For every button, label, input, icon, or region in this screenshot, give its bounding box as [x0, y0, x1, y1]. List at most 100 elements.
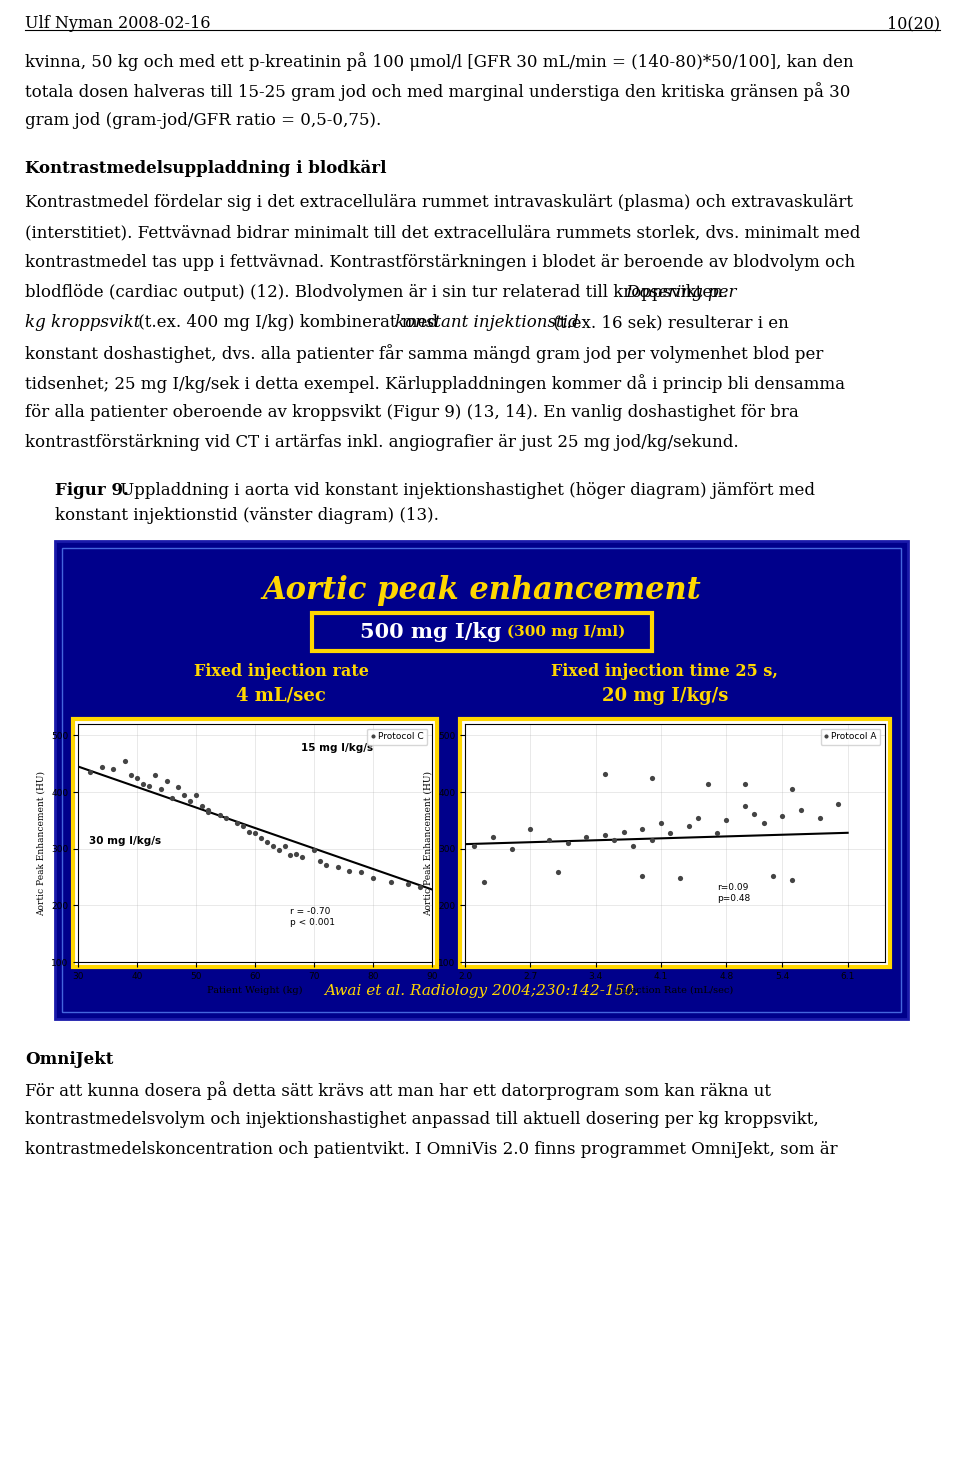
Point — [467, 834, 482, 857]
FancyBboxPatch shape — [460, 718, 890, 967]
Point — [616, 819, 632, 843]
Point — [218, 806, 233, 830]
Point — [200, 799, 215, 822]
Point — [784, 777, 800, 800]
Point — [812, 806, 828, 830]
Point — [709, 821, 725, 844]
X-axis label: Patient Weight (kg): Patient Weight (kg) — [207, 986, 302, 995]
Text: tidsenhet; 25 mg I/kg/sek i detta exempel. Kärluppladdningen kommer då i princip: tidsenhet; 25 mg I/kg/sek i detta exempe… — [25, 375, 845, 394]
Point — [248, 821, 263, 844]
Text: (interstitiet). Fettvävnad bidrar minimalt till det extracellulära rummets storl: (interstitiet). Fettvävnad bidrar minima… — [25, 224, 860, 241]
Point — [158, 770, 174, 793]
Text: kontrastförstärkning vid CT i artärfas inkl. angiografier är just 25 mg jod/kg/s: kontrastförstärkning vid CT i artärfas i… — [25, 435, 738, 451]
Point — [353, 860, 369, 884]
Legend: Protocol C: Protocol C — [368, 729, 427, 745]
Point — [289, 843, 304, 866]
Point — [235, 815, 251, 838]
Text: 500 mg I/kg: 500 mg I/kg — [360, 622, 501, 642]
Point — [504, 837, 519, 860]
Text: r = -0.70
p < 0.001: r = -0.70 p < 0.001 — [290, 907, 335, 926]
Point — [756, 812, 771, 835]
Point — [130, 767, 145, 790]
Text: Ulf Nyman 2008-02-16: Ulf Nyman 2008-02-16 — [25, 15, 210, 32]
Text: kontrastmedel tas upp i fettvävnad. Kontrastförstärkningen i blodet är beroende : kontrastmedel tas upp i fettvävnad. Kont… — [25, 255, 855, 271]
Point — [312, 850, 327, 873]
Point — [662, 821, 678, 844]
Point — [283, 844, 299, 868]
Point — [182, 789, 198, 812]
Point — [229, 812, 245, 835]
Point — [241, 819, 256, 843]
Text: Uppladdning i aorta vid konstant injektionshastighet (höger diagram) jämfört med: Uppladdning i aorta vid konstant injekti… — [115, 481, 815, 499]
Point — [276, 834, 292, 857]
Point — [106, 758, 121, 781]
Point — [200, 800, 215, 824]
Point — [700, 772, 715, 796]
Text: Awai et al. Radiology 2004;230:142-150.: Awai et al. Radiology 2004;230:142-150. — [324, 985, 639, 998]
Point — [830, 793, 846, 816]
FancyBboxPatch shape — [62, 549, 901, 1012]
Point — [737, 772, 753, 796]
Point — [560, 831, 575, 854]
Text: Fixed injection rate: Fixed injection rate — [194, 663, 369, 680]
Point — [747, 802, 762, 825]
Text: (300 mg I/ml): (300 mg I/ml) — [507, 625, 626, 639]
Text: 15 mg I/kg/s: 15 mg I/kg/s — [301, 743, 373, 753]
Text: 10(20): 10(20) — [887, 15, 940, 32]
Point — [141, 774, 156, 797]
Text: (t.ex. 400 mg I/kg) kombinerat med: (t.ex. 400 mg I/kg) kombinerat med — [133, 315, 444, 331]
Point — [342, 860, 357, 884]
Text: totala dosen halveras till 15-25 gram jod och med marginal understiga den kritis: totala dosen halveras till 15-25 gram jo… — [25, 82, 851, 101]
Point — [165, 786, 180, 809]
Point — [188, 783, 204, 806]
Point — [318, 853, 333, 876]
Point — [124, 764, 139, 787]
Text: OmniJekt: OmniJekt — [25, 1050, 113, 1068]
Point — [476, 870, 492, 894]
Point — [522, 818, 538, 841]
Point — [486, 825, 501, 849]
Point — [597, 822, 612, 846]
Text: blodflöde (cardiac output) (12). Blodvolymen är i sin tur relaterad till kroppsv: blodflöde (cardiac output) (12). Blodvol… — [25, 284, 728, 301]
Text: Figur 9.: Figur 9. — [55, 481, 129, 499]
Point — [330, 854, 346, 878]
Y-axis label: Aortic Peak Enhancement (HU): Aortic Peak Enhancement (HU) — [423, 771, 432, 916]
Text: kg kroppsvikt: kg kroppsvikt — [25, 315, 140, 331]
Text: 20 mg I/kg/s: 20 mg I/kg/s — [602, 688, 728, 705]
Text: konstant injektionstid: konstant injektionstid — [395, 315, 579, 331]
Point — [690, 806, 706, 830]
Text: för alla patienter oberoende av kroppsvikt (Figur 9) (13, 14). En vanlig doshast: för alla patienter oberoende av kroppsvi… — [25, 404, 799, 421]
Point — [635, 865, 650, 888]
Point — [607, 828, 622, 851]
Point — [117, 749, 132, 772]
Point — [579, 825, 594, 849]
Point — [83, 761, 98, 784]
Point — [135, 772, 151, 796]
Text: 30 mg I/kg/s: 30 mg I/kg/s — [88, 835, 160, 846]
Text: kvinna, 50 kg och med ett p-kreatinin på 100 μmol/l [GFR 30 mL/min = (140-80)*50: kvinna, 50 kg och med ett p-kreatinin på… — [25, 53, 853, 70]
Text: Aortic peak enhancement: Aortic peak enhancement — [262, 575, 701, 607]
Text: konstant doshastighet, dvs. alla patienter får samma mängd gram jod per volymenh: konstant doshastighet, dvs. alla patient… — [25, 344, 824, 363]
Point — [383, 870, 398, 894]
Point — [153, 777, 168, 800]
Y-axis label: Aortic Peak Enhancement (HU): Aortic Peak Enhancement (HU) — [36, 771, 45, 916]
Legend: Protocol A: Protocol A — [821, 729, 880, 745]
Point — [672, 866, 687, 890]
Text: r=0.09
p=0.48: r=0.09 p=0.48 — [717, 884, 751, 903]
Point — [171, 775, 186, 799]
Point — [597, 762, 612, 786]
Point — [212, 803, 228, 827]
Text: Kontrastmedel fördelar sig i det extracellulära rummet intravaskulärt (plasma) o: Kontrastmedel fördelar sig i det extrace… — [25, 195, 853, 211]
Text: kontrastmedelskoncentration och patientvikt. I OmniVis 2.0 finns programmet Omni: kontrastmedelskoncentration och patientv… — [25, 1141, 838, 1159]
Point — [259, 830, 275, 853]
Point — [644, 767, 660, 790]
Point — [775, 805, 790, 828]
Point — [400, 872, 416, 895]
Point — [635, 818, 650, 841]
Text: För att kunna dosera på detta sätt krävs att man har ett datorprogram som kan rä: För att kunna dosera på detta sätt krävs… — [25, 1081, 771, 1100]
Text: Fixed injection time 25 s,: Fixed injection time 25 s, — [551, 663, 779, 680]
Point — [644, 828, 660, 851]
Point — [253, 827, 269, 850]
Text: konstant injektionstid (vänster diagram) (13).: konstant injektionstid (vänster diagram)… — [55, 508, 439, 524]
Point — [625, 834, 640, 857]
